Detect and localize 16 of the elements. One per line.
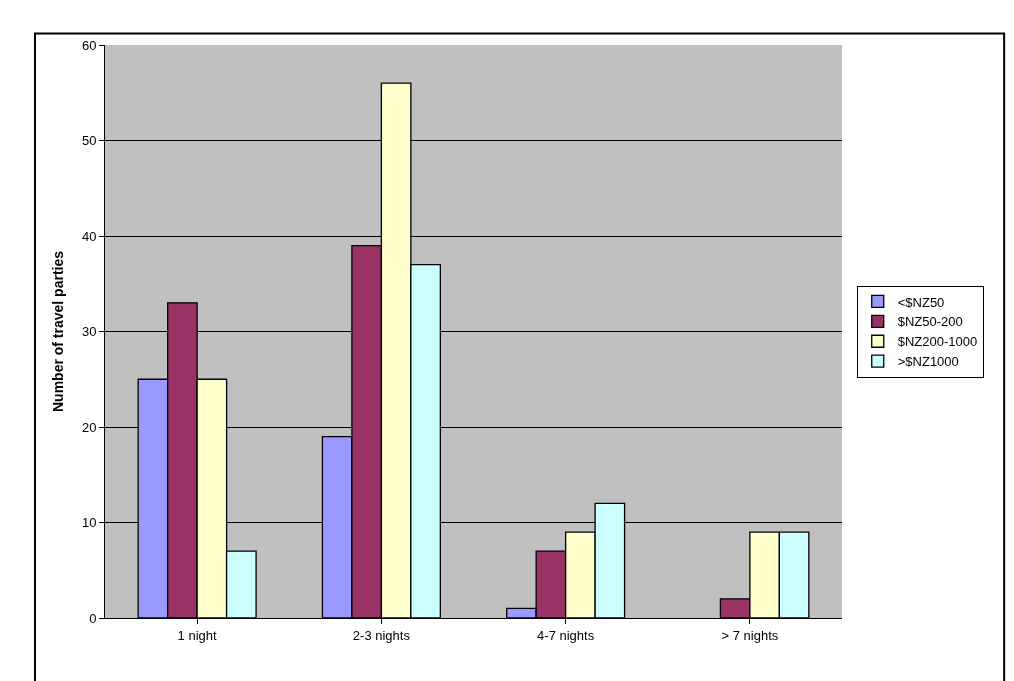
legend-label: $NZ50-200 <box>897 314 963 330</box>
legend-label: $NZ200-1000 <box>897 334 978 350</box>
y-tick-label: 20 <box>81 419 97 435</box>
x-tick-label: 1 night <box>177 627 218 643</box>
x-tick-label: 2-3 nights <box>352 627 411 643</box>
y-tick-label: 50 <box>81 133 97 149</box>
y-tick-label: 30 <box>81 324 97 340</box>
x-tick-label: > 7 nights <box>721 627 779 643</box>
y-tick-label: 10 <box>81 515 97 531</box>
y-tick-label: 40 <box>81 228 97 244</box>
y-axis-title: Number of travel parties <box>49 250 66 413</box>
y-tick-label: 0 <box>89 610 97 626</box>
x-tick-label: 4-7 nights <box>537 627 595 643</box>
legend-label: <$NZ50 <box>897 294 945 310</box>
legend-label: >$NZ1000 <box>897 354 959 370</box>
y-tick-label: 60 <box>81 37 97 53</box>
